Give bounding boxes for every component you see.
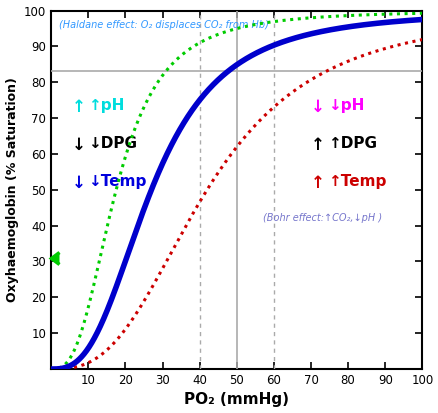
Text: ↑: ↑ (71, 98, 85, 116)
Text: ↑Temp: ↑Temp (327, 173, 385, 189)
X-axis label: PO₂ (mmHg): PO₂ (mmHg) (184, 392, 289, 408)
Text: ↑pH: ↑pH (88, 98, 124, 114)
Text: ↓: ↓ (310, 98, 324, 116)
Text: ↑: ↑ (310, 136, 324, 154)
Text: (Bohr effect:↑CO₂,↓pH ): (Bohr effect:↑CO₂,↓pH ) (262, 213, 381, 223)
Y-axis label: Oxyhaemoglobin (% Saturation): Oxyhaemoglobin (% Saturation) (6, 77, 18, 302)
Text: ↑: ↑ (310, 173, 324, 192)
Text: ↓pH: ↓pH (327, 98, 363, 114)
Text: (Haldane effect: O₂ displaces CO₂ from Hb): (Haldane effect: O₂ displaces CO₂ from H… (59, 19, 268, 29)
Text: ↓: ↓ (71, 173, 85, 192)
Text: ↓: ↓ (71, 136, 85, 154)
Text: ↑DPG: ↑DPG (327, 136, 376, 151)
Text: ↓Temp: ↓Temp (88, 173, 146, 189)
Text: ↓DPG: ↓DPG (88, 136, 137, 151)
